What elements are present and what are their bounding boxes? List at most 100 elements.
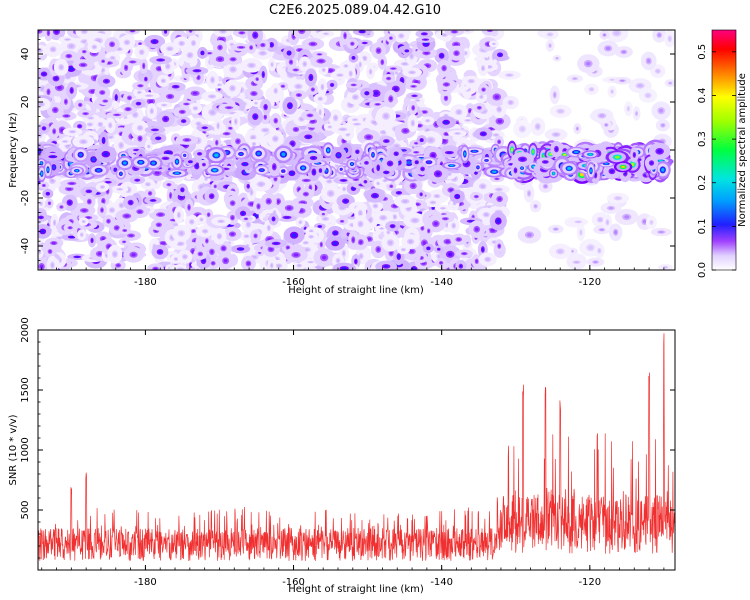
heatmap-cell <box>422 111 427 114</box>
heatmap-cell <box>150 109 153 113</box>
heatmap-cell <box>469 80 474 83</box>
heatmap-cell <box>119 143 123 148</box>
heatmap-cell <box>536 124 540 129</box>
heatmap-cell <box>182 120 186 123</box>
heatmap-cell <box>337 74 342 77</box>
heatmap-cell <box>318 97 322 100</box>
heatmap-cell <box>113 252 117 257</box>
heatmap-cell <box>180 110 185 113</box>
heatmap-cell <box>160 242 166 245</box>
heatmap-cell <box>608 206 614 210</box>
heatmap-cell <box>82 220 85 223</box>
heatmap-cell <box>80 63 86 67</box>
heatmap-cell <box>102 60 105 63</box>
heatmap-cell <box>402 248 405 251</box>
heatmap-cell <box>444 83 449 86</box>
heatmap-cell <box>341 179 346 182</box>
heatmap-cell <box>354 259 357 263</box>
heatmap-cell <box>167 183 171 186</box>
heatmap-cell <box>333 231 338 235</box>
heatmap-cell <box>442 139 447 143</box>
heatmap-cell <box>291 233 297 238</box>
heatmap-cell <box>47 90 50 94</box>
heatmap-cell <box>421 226 424 230</box>
heatmap-cell <box>88 117 93 119</box>
heatmap-cell <box>196 122 201 126</box>
heatmap-cell <box>144 77 147 81</box>
heatmap-cell <box>75 256 80 258</box>
heatmap-cell <box>118 188 122 191</box>
heatmap-cell <box>408 240 413 244</box>
heatmap-cell <box>205 239 208 243</box>
heatmap-cell <box>88 123 92 126</box>
heatmap-cell <box>200 218 203 221</box>
heatmap-cell <box>318 59 324 63</box>
heatmap-cell <box>290 141 295 146</box>
heatmap-cell <box>184 138 190 141</box>
heatmap-cell <box>104 79 109 83</box>
heatmap-cell <box>135 179 139 181</box>
heatmap-cell <box>334 116 338 120</box>
heatmap-cell <box>130 30 135 32</box>
heatmap-cell <box>152 40 157 43</box>
heatmap-cell <box>359 62 362 67</box>
heatmap-cell <box>669 82 672 84</box>
heatmap-cell <box>231 201 235 205</box>
heatmap-cell <box>101 208 103 212</box>
heatmap-cell <box>115 226 119 230</box>
heatmap-cell <box>497 107 501 112</box>
heatmap-cell <box>288 103 292 108</box>
heatmap-cell <box>336 259 340 263</box>
heatmap-cell <box>585 61 591 66</box>
heatmap-cell <box>333 241 338 245</box>
heatmap-cell <box>452 224 455 228</box>
heatmap-cell <box>128 96 131 100</box>
heatmap-cell <box>51 47 55 51</box>
heatmap-cell <box>138 84 143 87</box>
heatmap-cell <box>269 247 273 251</box>
heatmap-cell <box>258 182 264 186</box>
heatmap-cell <box>452 31 457 33</box>
heatmap-cell <box>308 114 312 117</box>
heatmap-cell <box>574 261 579 264</box>
heatmap-cell <box>659 108 664 113</box>
heatmap-cell <box>353 118 357 121</box>
heatmap-cell <box>449 188 453 192</box>
heatmap-cell <box>367 237 372 241</box>
heatmap-cell <box>557 249 563 254</box>
heatmap-cell <box>91 238 93 242</box>
heatmap-cell <box>64 100 67 104</box>
heatmap-cell <box>496 188 502 191</box>
heatmap-cell <box>659 231 664 233</box>
heatmap-cell <box>146 94 152 97</box>
heatmap-cell <box>53 220 56 225</box>
heatmap-cell <box>441 207 445 209</box>
heatmap-cell <box>606 220 609 224</box>
heatmap-cell <box>50 178 55 183</box>
heatmap-cell <box>211 78 214 82</box>
heatmap-cell <box>83 112 88 115</box>
heatmap-cell <box>343 187 346 191</box>
heatmap-cell <box>614 230 618 235</box>
heatmap-cell <box>480 95 483 99</box>
heatmap-cell <box>90 90 96 93</box>
heatmap-cell <box>257 204 260 209</box>
heatmap-cell <box>217 57 223 61</box>
heatmap-cell <box>137 210 142 214</box>
heatmap-cell <box>251 92 256 95</box>
heatmap-cell <box>156 137 160 140</box>
heatmap-cell <box>102 138 105 143</box>
heatmap-cell <box>319 110 321 115</box>
heatmap-cell <box>492 43 495 45</box>
heatmap-cell <box>119 203 123 207</box>
heatmap-cell <box>321 255 327 260</box>
heatmap-cell <box>422 33 427 35</box>
heatmap-cell <box>67 54 71 58</box>
heatmap-cell <box>244 235 249 238</box>
heatmap-cell <box>410 54 413 59</box>
heatmap-cell <box>65 38 70 41</box>
heatmap-cell <box>359 211 362 216</box>
heatmap-cell <box>605 46 611 51</box>
heatmap-cell <box>151 199 155 202</box>
heatmap-cell <box>415 99 420 102</box>
